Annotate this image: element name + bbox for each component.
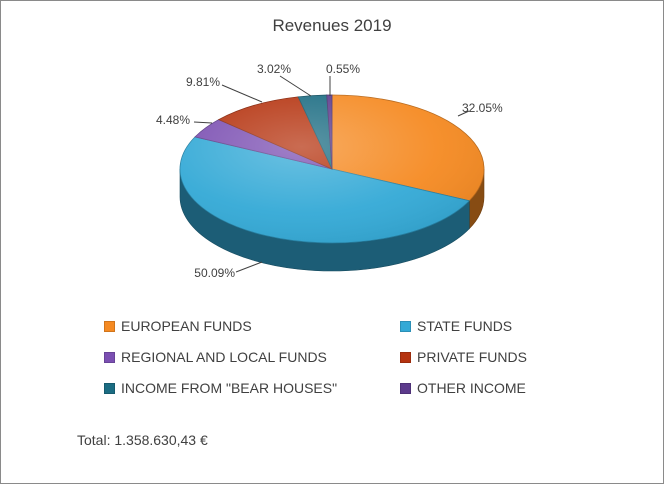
legend-swatch [400,351,411,363]
legend-item-european-funds: EUROPEAN FUNDS [104,318,252,334]
legend-label: EUROPEAN FUNDS [121,318,252,334]
data-label: 9.81% [186,75,220,89]
total-label: Total: 1.358.630,43 € [77,432,208,448]
legend-swatch [104,320,115,332]
leader-line [235,261,263,273]
pie-chart: 32.05% 50.09% 4.48% 9.81% 3.02% 0.55% [156,62,503,280]
legend-item-income-from-bear-houses: INCOME FROM "BEAR HOUSES" [104,380,337,396]
data-label: 0.55% [326,62,360,76]
legend-item-regional-and-local-funds: REGIONAL AND LOCAL FUNDS [104,349,327,365]
legend-label: REGIONAL AND LOCAL FUNDS [121,349,327,365]
data-label: 50.09% [194,266,235,280]
legend-item-other-income: OTHER INCOME [400,380,526,396]
pie-gloss [180,95,484,243]
legend-swatch [104,351,115,363]
legend-swatch [400,320,411,332]
leader-line [193,121,213,124]
chart-title: Revenues 2019 [272,16,392,35]
legend-label: OTHER INCOME [417,380,526,396]
legend-label: STATE FUNDS [417,318,513,334]
legend-label: INCOME FROM "BEAR HOUSES" [121,380,338,396]
legend-item-state-funds: STATE FUNDS [400,318,512,334]
legend-swatch [104,382,115,394]
data-label: 3.02% [257,62,291,76]
leader-line [279,75,312,97]
leader-line [221,84,263,103]
leader-line [457,110,470,117]
legend-item-private-funds: PRIVATE FUNDS [400,349,527,365]
data-label: 32.05% [462,101,503,115]
legend-swatch [400,382,411,394]
legend-label: PRIVATE FUNDS [417,349,527,365]
data-label: 4.48% [156,113,190,127]
